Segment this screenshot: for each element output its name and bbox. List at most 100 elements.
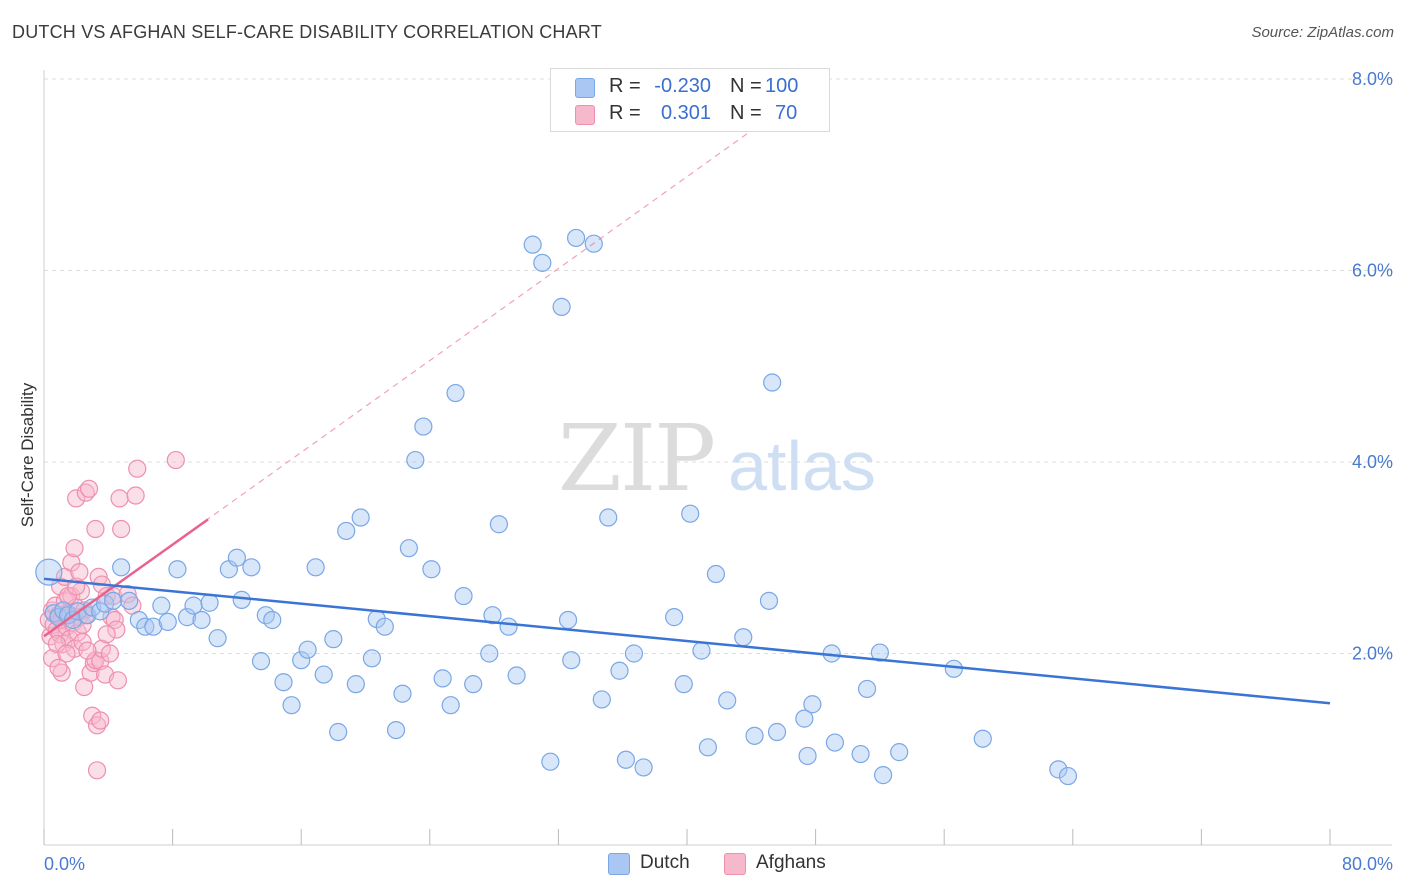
dutch-point bbox=[599, 508, 618, 527]
dutch-point bbox=[406, 450, 425, 470]
afghan-point bbox=[47, 634, 66, 654]
dutch-point bbox=[825, 733, 844, 752]
dutch-point bbox=[499, 617, 518, 636]
stats-legend: R = -0.230 N = 100 R = 0.301 N = 70 bbox=[550, 68, 830, 132]
watermark-atlas: atlas bbox=[728, 427, 876, 505]
dutch-point bbox=[681, 504, 700, 523]
dutch-point bbox=[759, 591, 779, 610]
dutch-point bbox=[168, 560, 187, 579]
dutch-point bbox=[624, 644, 644, 663]
r-value: -0.230 bbox=[654, 75, 711, 97]
axes bbox=[43, 70, 1392, 846]
afghan-point bbox=[126, 486, 145, 505]
dutch-point bbox=[523, 235, 542, 254]
dutch-point bbox=[698, 738, 717, 757]
afghan-point bbox=[86, 519, 105, 539]
legend-label-afghans: Afghans bbox=[756, 852, 826, 873]
afghan-points bbox=[39, 450, 185, 780]
dutch-point bbox=[734, 628, 753, 647]
dutch-point bbox=[973, 729, 992, 748]
dutch-point bbox=[857, 679, 877, 699]
dutch-point bbox=[314, 665, 333, 684]
afghan-point bbox=[78, 641, 97, 660]
afghan-point bbox=[107, 620, 126, 639]
y-tick-label: 4.0% bbox=[1352, 452, 1393, 472]
n-label: N = bbox=[730, 102, 762, 124]
dutch-point bbox=[533, 253, 552, 272]
dutch-point bbox=[489, 515, 509, 534]
dutch-point bbox=[192, 610, 211, 630]
dutch-point bbox=[483, 606, 502, 625]
dutch-trend-line bbox=[43, 577, 1331, 705]
n-value: 70 bbox=[775, 102, 798, 124]
dutch-point bbox=[177, 608, 197, 627]
trend-lines bbox=[43, 118, 1331, 705]
dutch-point bbox=[454, 586, 473, 606]
dutch-point bbox=[263, 610, 282, 630]
afghan-point bbox=[73, 615, 92, 634]
n-label: N = bbox=[730, 75, 762, 97]
n-value: 100 bbox=[765, 75, 799, 97]
legend-label-dutch: Dutch bbox=[640, 852, 690, 873]
dutch-point bbox=[35, 558, 63, 586]
dutch-point bbox=[104, 591, 123, 610]
dutch-point bbox=[874, 766, 893, 785]
dutch-point bbox=[464, 675, 483, 694]
dutch-point bbox=[1049, 760, 1068, 779]
y-tick-label: 2.0% bbox=[1352, 644, 1393, 664]
dutch-point bbox=[870, 643, 890, 662]
dutch-point bbox=[329, 722, 348, 742]
dutch-point bbox=[634, 758, 653, 777]
afghan-point bbox=[87, 761, 107, 780]
dutch-point bbox=[393, 684, 412, 703]
dutch-point bbox=[552, 297, 571, 316]
dutch-point bbox=[232, 590, 251, 609]
dutch-point bbox=[120, 591, 139, 610]
dutch-point bbox=[674, 675, 693, 694]
dutch-swatch bbox=[575, 78, 595, 98]
afghans-swatch bbox=[575, 105, 595, 125]
dutch-point bbox=[362, 649, 382, 668]
dutch-point bbox=[851, 744, 870, 764]
grid-lines bbox=[44, 78, 1392, 654]
dutch-point bbox=[692, 641, 711, 660]
dutch-point bbox=[566, 228, 586, 248]
afghan-point bbox=[100, 644, 120, 663]
afghan-point bbox=[65, 539, 84, 558]
dutch-point bbox=[718, 691, 737, 710]
dutch-point bbox=[200, 593, 219, 612]
afghan-point bbox=[49, 658, 68, 677]
afghan-point bbox=[79, 479, 99, 498]
tick-labels: 2.0% 4.0% 6.0% 8.0% 0.0% 80.0% bbox=[44, 69, 1393, 874]
dutch-point bbox=[1058, 766, 1078, 786]
afghan-point bbox=[57, 644, 76, 663]
afghan-trend-line bbox=[43, 518, 209, 638]
dutch-point bbox=[251, 652, 271, 671]
dutch-point bbox=[346, 675, 365, 694]
dutch-point bbox=[446, 383, 465, 403]
dutch-point bbox=[610, 661, 629, 680]
dutch-point bbox=[706, 564, 726, 584]
afghans-swatch bbox=[724, 853, 746, 875]
dutch-point bbox=[324, 630, 343, 649]
chart-title: DUTCH VS AFGHAN SELF-CARE DISABILITY COR… bbox=[12, 22, 602, 42]
r-label: R = bbox=[609, 102, 641, 124]
dutch-point bbox=[441, 696, 460, 715]
dutch-point bbox=[306, 558, 325, 577]
dutch-point bbox=[298, 640, 317, 659]
afghan-point bbox=[42, 649, 62, 668]
x-tick-label: 80.0% bbox=[1342, 854, 1393, 874]
afghan-point bbox=[110, 489, 129, 508]
dutch-point bbox=[795, 709, 814, 728]
dutch-point bbox=[144, 617, 163, 636]
dutch-point bbox=[422, 560, 441, 579]
dutch-point bbox=[558, 610, 578, 630]
dutch-point bbox=[763, 373, 782, 392]
dutch-point bbox=[208, 629, 227, 648]
r-label: R = bbox=[609, 75, 641, 97]
dutch-point bbox=[227, 548, 246, 567]
dutch-point bbox=[63, 610, 83, 630]
dutch-swatch bbox=[608, 853, 630, 875]
dutch-point bbox=[152, 596, 171, 615]
